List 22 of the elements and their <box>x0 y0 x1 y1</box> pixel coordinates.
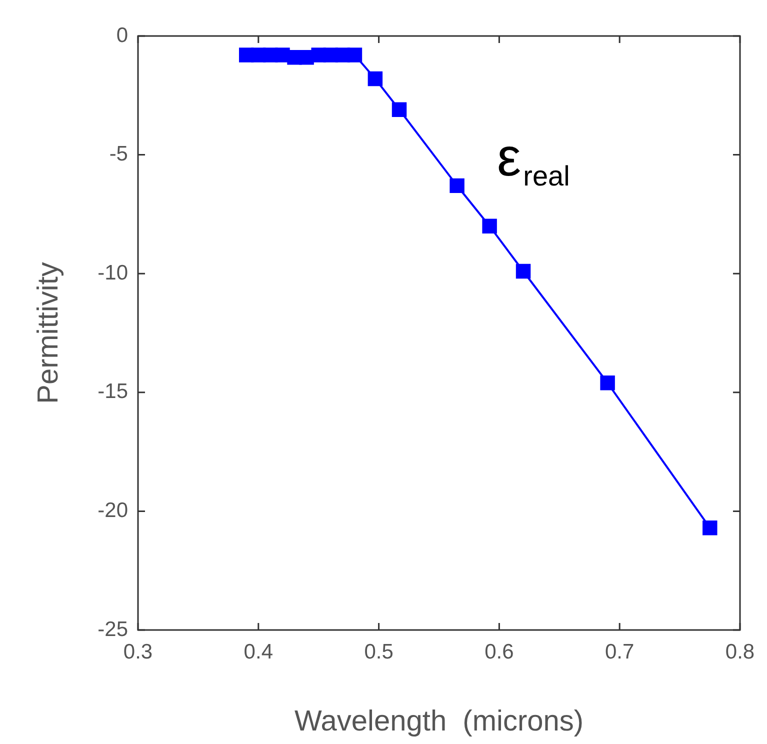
point <box>516 264 531 279</box>
point <box>482 218 497 234</box>
y-tick-label: -20 <box>98 498 128 522</box>
y-tick-label: -15 <box>98 380 128 404</box>
point <box>368 71 383 86</box>
point <box>600 376 615 390</box>
point <box>347 48 362 62</box>
point <box>392 102 407 118</box>
point <box>702 520 718 536</box>
x-tick-label: 0.3 <box>123 640 153 664</box>
x-tick-label: 0.7 <box>605 640 634 664</box>
x-axis-title: Wavelength (microns) <box>294 706 584 738</box>
y-tick-label: 0 <box>116 24 128 47</box>
x-tick-label: 0.4 <box>244 640 274 664</box>
x-tick-label: 0.6 <box>484 640 514 664</box>
y-tick-label: -10 <box>98 261 128 284</box>
y-axis-title: Permittivity <box>32 262 64 404</box>
y-tick-label: -5 <box>109 142 128 166</box>
x-tick-label: 0.5 <box>364 640 394 664</box>
x-tick-label: 0.8 <box>725 640 755 664</box>
y-tick-label: -25 <box>98 618 128 641</box>
point <box>450 178 464 194</box>
